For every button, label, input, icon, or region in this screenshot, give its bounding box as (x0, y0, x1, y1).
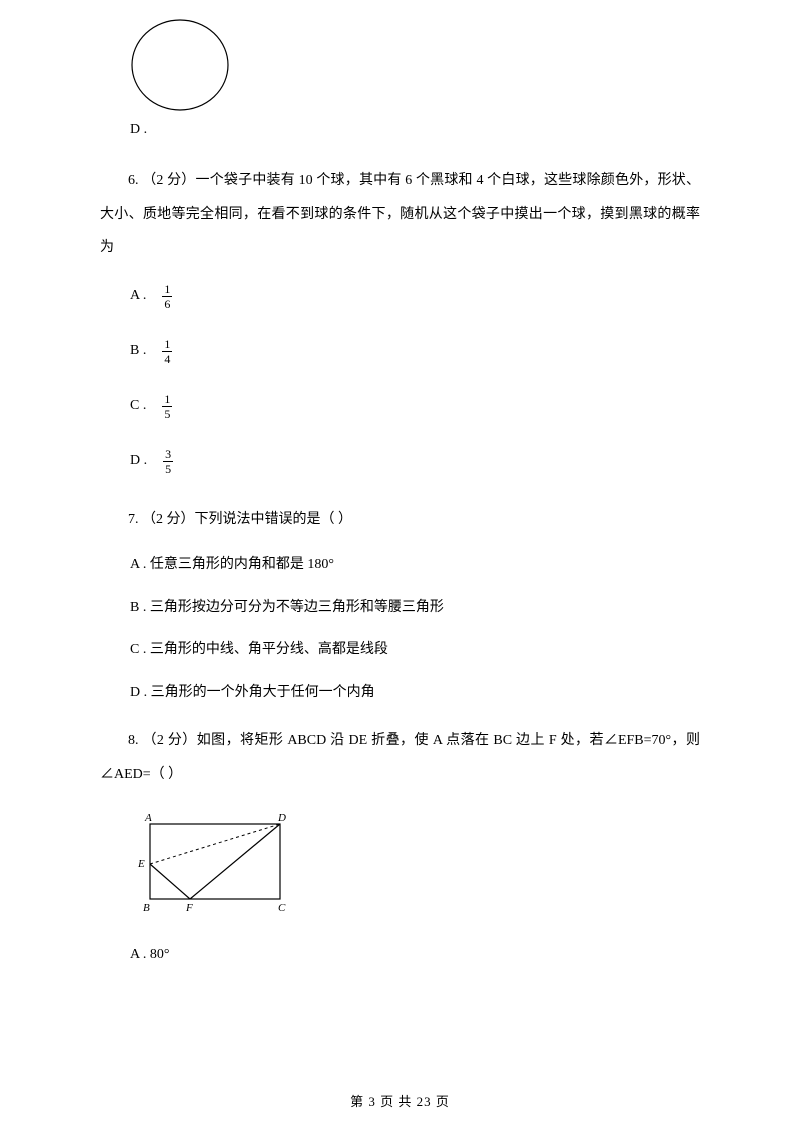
rectangle-fold-diagram: A D E B F C (130, 809, 300, 919)
svg-text:B: B (143, 902, 150, 914)
q6-option-d: D . 3 5 (130, 448, 700, 475)
document-content: D . 6. （2 分）一个袋子中装有 10 个球，其中有 6 个黑球和 4 个… (100, 60, 700, 967)
q5-option-d-label: D . (130, 122, 700, 138)
svg-text:E: E (137, 858, 145, 870)
question-6-text: 6. （2 分）一个袋子中装有 10 个球，其中有 6 个黑球和 4 个白球，这… (100, 164, 700, 265)
q6-option-a: A . 1 6 (130, 283, 700, 310)
question-7-text: 7. （2 分）下列说法中错误的是（ ） (100, 503, 700, 537)
q8-option-a: A . 80° (130, 944, 700, 966)
q6-option-b: B . 1 4 (130, 338, 700, 365)
q7-option-b: B . 三角形按边分可分为不等边三角形和等腰三角形 (130, 597, 700, 619)
option-label: D . (130, 450, 147, 472)
fraction: 1 6 (162, 283, 172, 310)
question-8-text: 8. （2 分）如图，将矩形 ABCD 沿 DE 折叠，使 A 点落在 BC 边… (100, 724, 700, 791)
circle-icon (120, 10, 240, 120)
svg-text:A: A (144, 812, 152, 824)
q6-option-c: C . 1 5 (130, 393, 700, 420)
q8-figure: A D E B F C (130, 809, 700, 924)
fraction: 1 4 (162, 338, 172, 365)
fraction: 3 5 (163, 448, 173, 475)
q7-option-c: C . 三角形的中线、角平分线、高都是线段 (130, 639, 700, 661)
option-label: B . (130, 340, 146, 362)
page-footer: 第 3 页 共 23 页 (0, 1091, 800, 1110)
q7-option-d: D . 三角形的一个外角大于任何一个内角 (130, 682, 700, 704)
option-label: C . (130, 395, 146, 417)
svg-text:D: D (277, 812, 286, 824)
svg-text:F: F (185, 902, 193, 914)
option-label: A . (130, 285, 146, 307)
fraction: 1 5 (162, 393, 172, 420)
q5-option-d (130, 60, 700, 120)
q7-option-a: A . 任意三角形的内角和都是 180° (130, 554, 700, 576)
svg-text:C: C (278, 902, 286, 914)
